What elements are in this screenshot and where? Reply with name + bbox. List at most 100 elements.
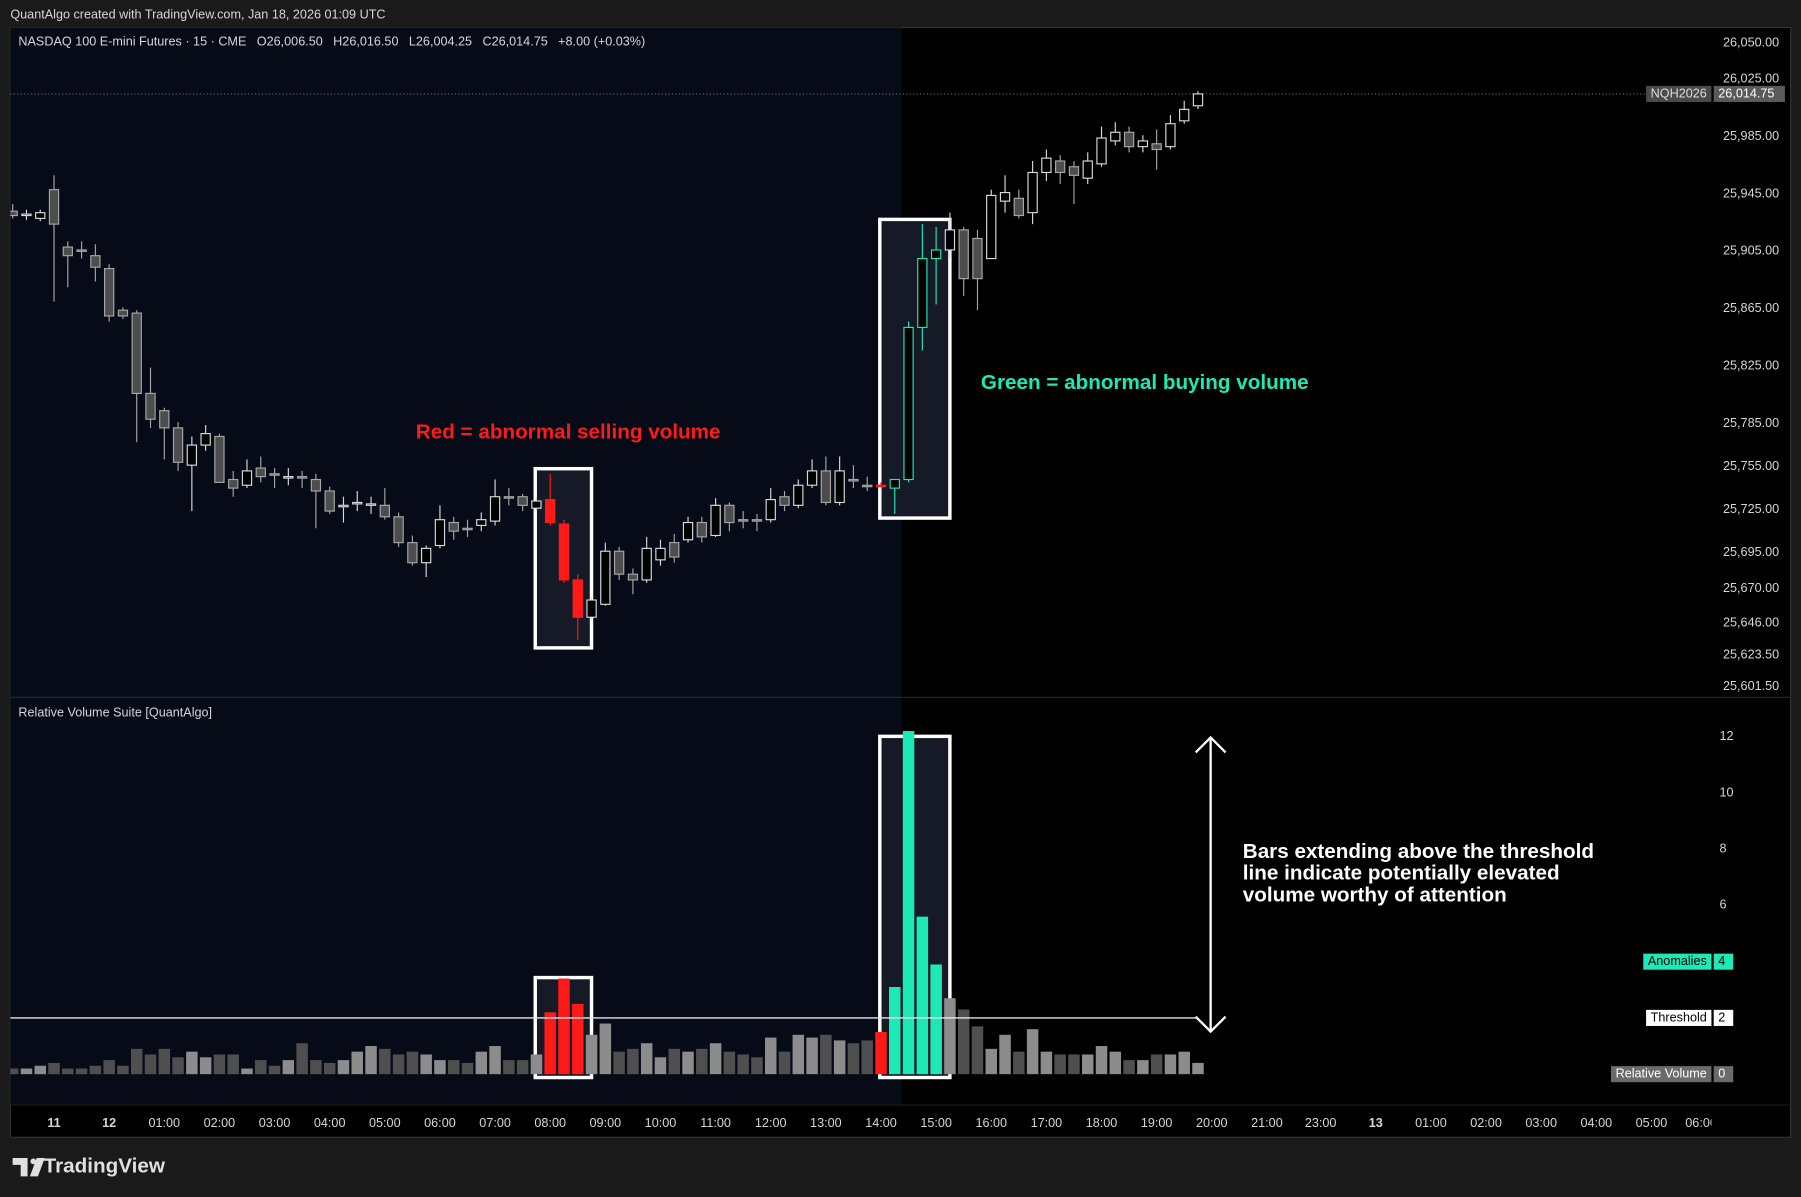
candle-body <box>365 503 377 506</box>
candle-body <box>820 470 832 504</box>
volume-bar <box>75 1068 88 1075</box>
volume-bar <box>144 1054 157 1075</box>
x-tick-label: 23:00 <box>1305 1116 1337 1130</box>
volume-bar <box>296 1043 308 1075</box>
volume-bar <box>1150 1054 1163 1075</box>
volume-bar <box>944 998 956 1075</box>
candle-body <box>420 547 432 564</box>
volume-bar <box>530 1054 543 1075</box>
volume-bar <box>585 1034 598 1075</box>
x-tick-label: 04:00 <box>314 1116 346 1130</box>
x-tick-label: 13:00 <box>810 1116 842 1130</box>
candle-body <box>862 484 873 488</box>
candle-body <box>214 435 225 483</box>
candle-body <box>1110 131 1121 142</box>
candle-body <box>710 504 721 537</box>
legend-item: O26,006.50 <box>257 35 323 49</box>
volume-bar <box>820 1034 832 1075</box>
volume-bar <box>627 1048 639 1075</box>
x-tick-label: 07:00 <box>479 1116 511 1130</box>
x-tick-label: 03:00 <box>1525 1116 1557 1130</box>
x-tick-label: 02:00 <box>1470 1116 1502 1130</box>
volume-bar <box>930 964 942 1075</box>
volume-bar <box>89 1065 102 1075</box>
volume-bar <box>806 1037 818 1075</box>
candle-body <box>765 499 776 521</box>
candle-body <box>531 500 542 509</box>
volume-bar <box>241 1068 253 1075</box>
candle-body <box>793 484 804 506</box>
candle-body <box>1179 108 1190 122</box>
volume-bar <box>792 1034 805 1075</box>
volume-bar <box>34 1065 46 1075</box>
volume-bar <box>1026 1029 1039 1075</box>
volume-bar <box>985 1048 998 1075</box>
volume-bar <box>420 1054 432 1075</box>
volume-bar <box>337 1060 350 1075</box>
candle-body <box>903 326 914 481</box>
candle-body <box>503 496 515 499</box>
candle-body <box>958 229 969 280</box>
y-tick-label: 25,725.00 <box>1723 502 1779 516</box>
candle-body <box>1068 166 1080 176</box>
volume-bar <box>503 1060 515 1075</box>
legend-item: H26,016.50 <box>333 35 398 49</box>
candle-body <box>62 246 73 257</box>
candle-body <box>48 189 60 225</box>
candle-body <box>1027 171 1038 214</box>
volume-bar <box>833 1040 846 1075</box>
volume-bar <box>1040 1051 1053 1075</box>
y-tick-label: 26,050.00 <box>1723 36 1779 50</box>
volume-bar <box>544 1012 556 1075</box>
candle-body <box>517 496 528 506</box>
x-tick-label: 01:00 <box>148 1116 180 1130</box>
y-tick-label: 6 <box>1719 898 1726 912</box>
candle-body <box>172 427 184 463</box>
volume-bar <box>971 1026 984 1075</box>
candle-body <box>145 392 156 420</box>
candle-body <box>986 194 997 260</box>
badge-value-bg <box>1713 1009 1734 1026</box>
symbol-legend: NASDAQ 100 E-mini Futures · 15 · CME O26… <box>18 35 645 49</box>
volume-bar <box>434 1060 446 1075</box>
candle-body <box>834 470 845 504</box>
volume-bar <box>875 1031 887 1075</box>
x-tick-label: 17:00 <box>1031 1116 1063 1130</box>
x-tick-label: 06:00 <box>1685 1116 1717 1130</box>
plot-area: 11 12 01:00 02:00 03:00 04:00 05:00 06:00 07:00 0… <box>10 91 1717 1130</box>
x-tick-label: 15:00 <box>920 1116 952 1130</box>
y-tick-label: 25,670.00 <box>1723 581 1779 595</box>
y-tick-label: 25,695.00 <box>1723 545 1779 559</box>
volume-bar <box>20 1068 33 1075</box>
x-tick-label: 12 <box>102 1116 116 1130</box>
candle-body <box>434 519 446 547</box>
double-arrow <box>1194 735 1227 1034</box>
volume-bar <box>737 1054 749 1075</box>
session-background <box>10 27 902 1106</box>
volume-bar <box>406 1051 419 1075</box>
candle-body <box>1165 123 1176 148</box>
y-tick-label: 25,755.00 <box>1723 459 1779 473</box>
volume-bar <box>709 1043 722 1075</box>
annotation-line: line indicate potentially elevated <box>1243 862 1560 885</box>
candle-body <box>1137 140 1149 148</box>
candle-body <box>324 490 335 512</box>
x-tick-label: 20:00 <box>1196 1116 1228 1130</box>
volume-bar <box>1068 1054 1080 1075</box>
candle-body <box>489 496 501 522</box>
volume-bar <box>489 1046 501 1075</box>
x-tick-label: 13 <box>1369 1116 1383 1130</box>
x-tick-label: 21:00 <box>1251 1116 1283 1130</box>
y-tick-label: 25,623.50 <box>1723 648 1779 662</box>
highlight-box <box>878 217 952 520</box>
volume-bar <box>957 1009 970 1075</box>
candle-body <box>393 516 404 544</box>
y-tick-label: 25,785.00 <box>1723 416 1779 430</box>
volume-bar <box>10 1068 19 1075</box>
candle-body <box>255 467 266 478</box>
candle-body <box>930 249 942 260</box>
badge-value: 0 <box>1718 1067 1725 1081</box>
badge-label: Threshold <box>1651 1010 1707 1024</box>
candle-body <box>586 599 597 618</box>
badge-value: 2 <box>1718 1010 1725 1024</box>
